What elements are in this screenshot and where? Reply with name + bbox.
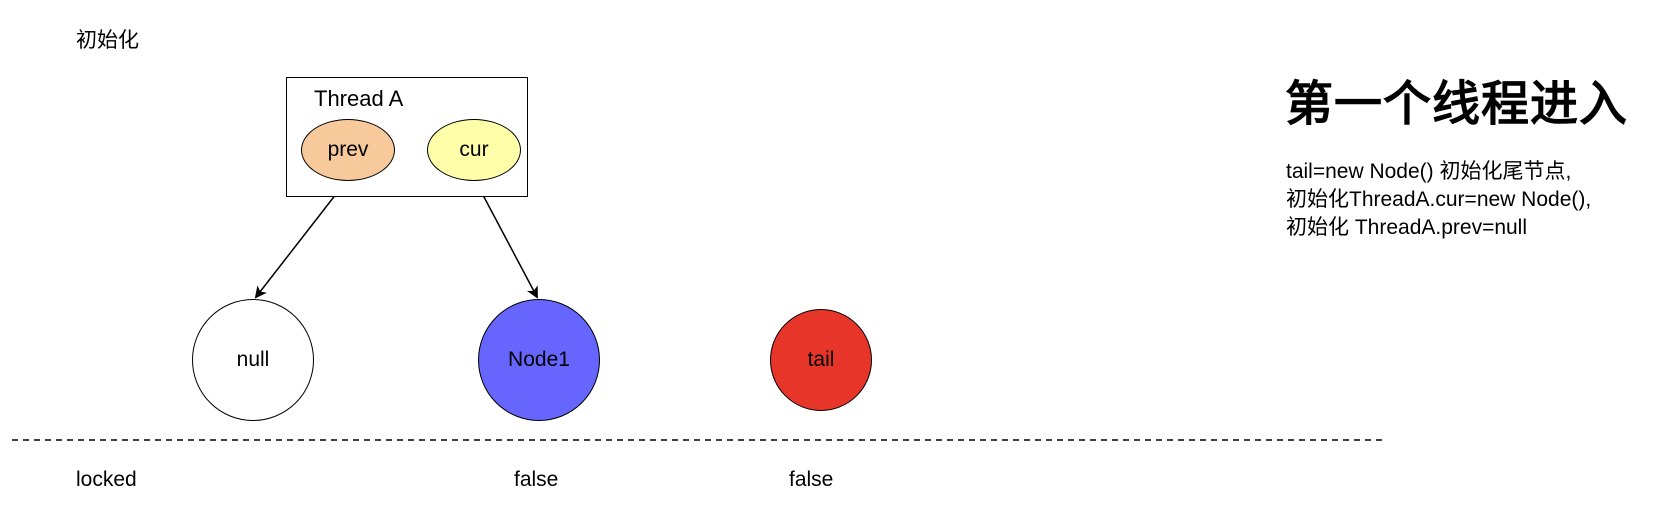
tail-state: false: [789, 468, 834, 491]
description-line: 初始化 ThreadA.prev=null: [1286, 216, 1528, 239]
page-title: 第一个线程进入: [1285, 78, 1629, 131]
description-line: 初始化ThreadA.cur=new Node(),: [1286, 188, 1592, 211]
prev-label: prev: [327, 138, 369, 161]
thread-a-title: Thread A: [314, 86, 404, 111]
init-label: 初始化: [76, 29, 139, 52]
description-line: tail=new Node() 初始化尾节点,: [1286, 160, 1572, 183]
description-block: tail=new Node() 初始化尾节点, 初始化ThreadA.cur=n…: [1286, 158, 1591, 242]
null-node: null: [192, 299, 314, 421]
node1-state: false: [514, 468, 559, 491]
null-node-label: null: [236, 348, 270, 371]
cur-pointer: cur: [427, 119, 521, 181]
null-node-state: locked: [76, 468, 137, 491]
cur-label: cur: [459, 138, 489, 161]
tail-node: tail: [770, 309, 872, 411]
node1-node: Node1: [478, 299, 600, 421]
prev-to-null-arrow: [254, 179, 348, 299]
cur-to-node1-arrow: [474, 179, 538, 299]
node1-node-label: Node1: [508, 348, 570, 371]
prev-pointer: prev: [301, 119, 395, 181]
tail-node-label: tail: [807, 348, 835, 371]
